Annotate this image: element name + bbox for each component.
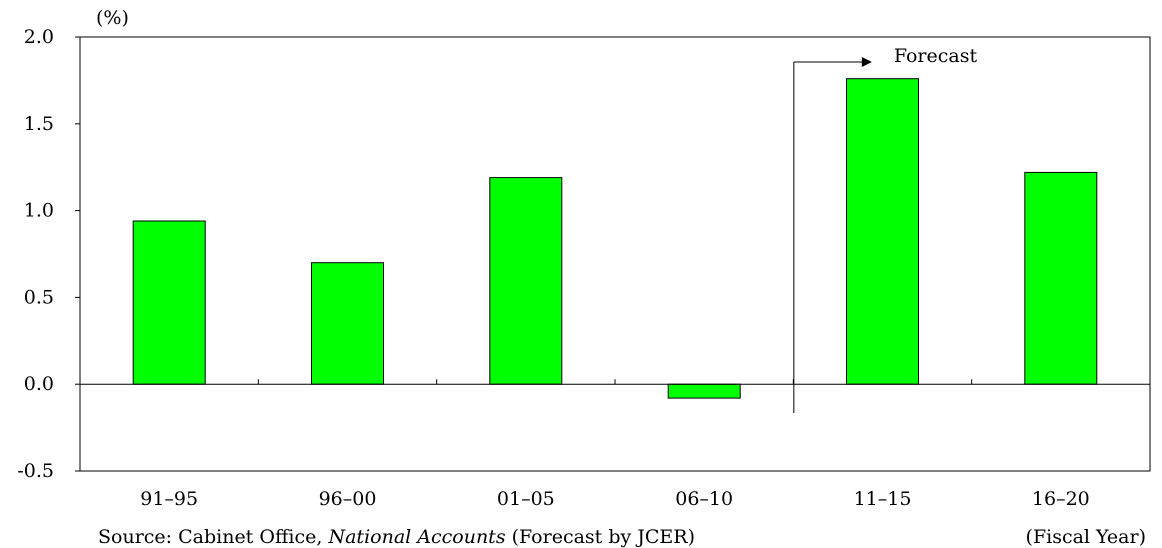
bar-11–15 xyxy=(846,78,919,385)
x-tick-label: 91–95 xyxy=(140,488,198,510)
source-suffix: (Forecast by JCER) xyxy=(505,526,696,548)
y-tick-label: 1.5 xyxy=(24,113,54,135)
y-axis-unit-label: (%) xyxy=(96,7,129,29)
bar-16–20 xyxy=(1024,171,1098,385)
forecast-arrow-head xyxy=(861,57,872,67)
bar-01–05 xyxy=(489,177,563,385)
x-axis-unit-label: (Fiscal Year) xyxy=(1025,526,1146,548)
x-tick-label: 06–10 xyxy=(675,488,733,510)
plot-border xyxy=(79,36,1151,472)
y-tick-label: 0.5 xyxy=(24,286,54,308)
bars xyxy=(132,78,1098,399)
x-tick-label: 01–05 xyxy=(497,488,555,510)
plot-area xyxy=(79,36,1151,472)
source-note: Source: Cabinet Office, National Account… xyxy=(98,526,695,548)
y-tick-label: 1.0 xyxy=(24,200,54,222)
bar-96–00 xyxy=(311,262,384,385)
x-tick-label: 11–15 xyxy=(854,488,912,510)
forecast-annotation: Forecast xyxy=(793,45,978,413)
y-tick-label: 0.0 xyxy=(24,373,54,395)
x-tick-label: 96–00 xyxy=(319,488,377,510)
y-tick-label: -0.5 xyxy=(17,460,54,482)
x-tick-label: 16–20 xyxy=(1032,488,1090,510)
y-tick-label: 2.0 xyxy=(24,26,54,48)
source-publication: National Accounts xyxy=(328,526,506,548)
bar-06–10 xyxy=(667,383,741,399)
bar-91–95 xyxy=(132,220,206,385)
source-prefix: Source: Cabinet Office, xyxy=(98,526,329,548)
forecast-label: Forecast xyxy=(894,45,978,67)
axes: 91–95 96–00 01–05 06–10 11–15 16–20 2.0 1.5 1.0 0… xyxy=(17,26,1150,510)
